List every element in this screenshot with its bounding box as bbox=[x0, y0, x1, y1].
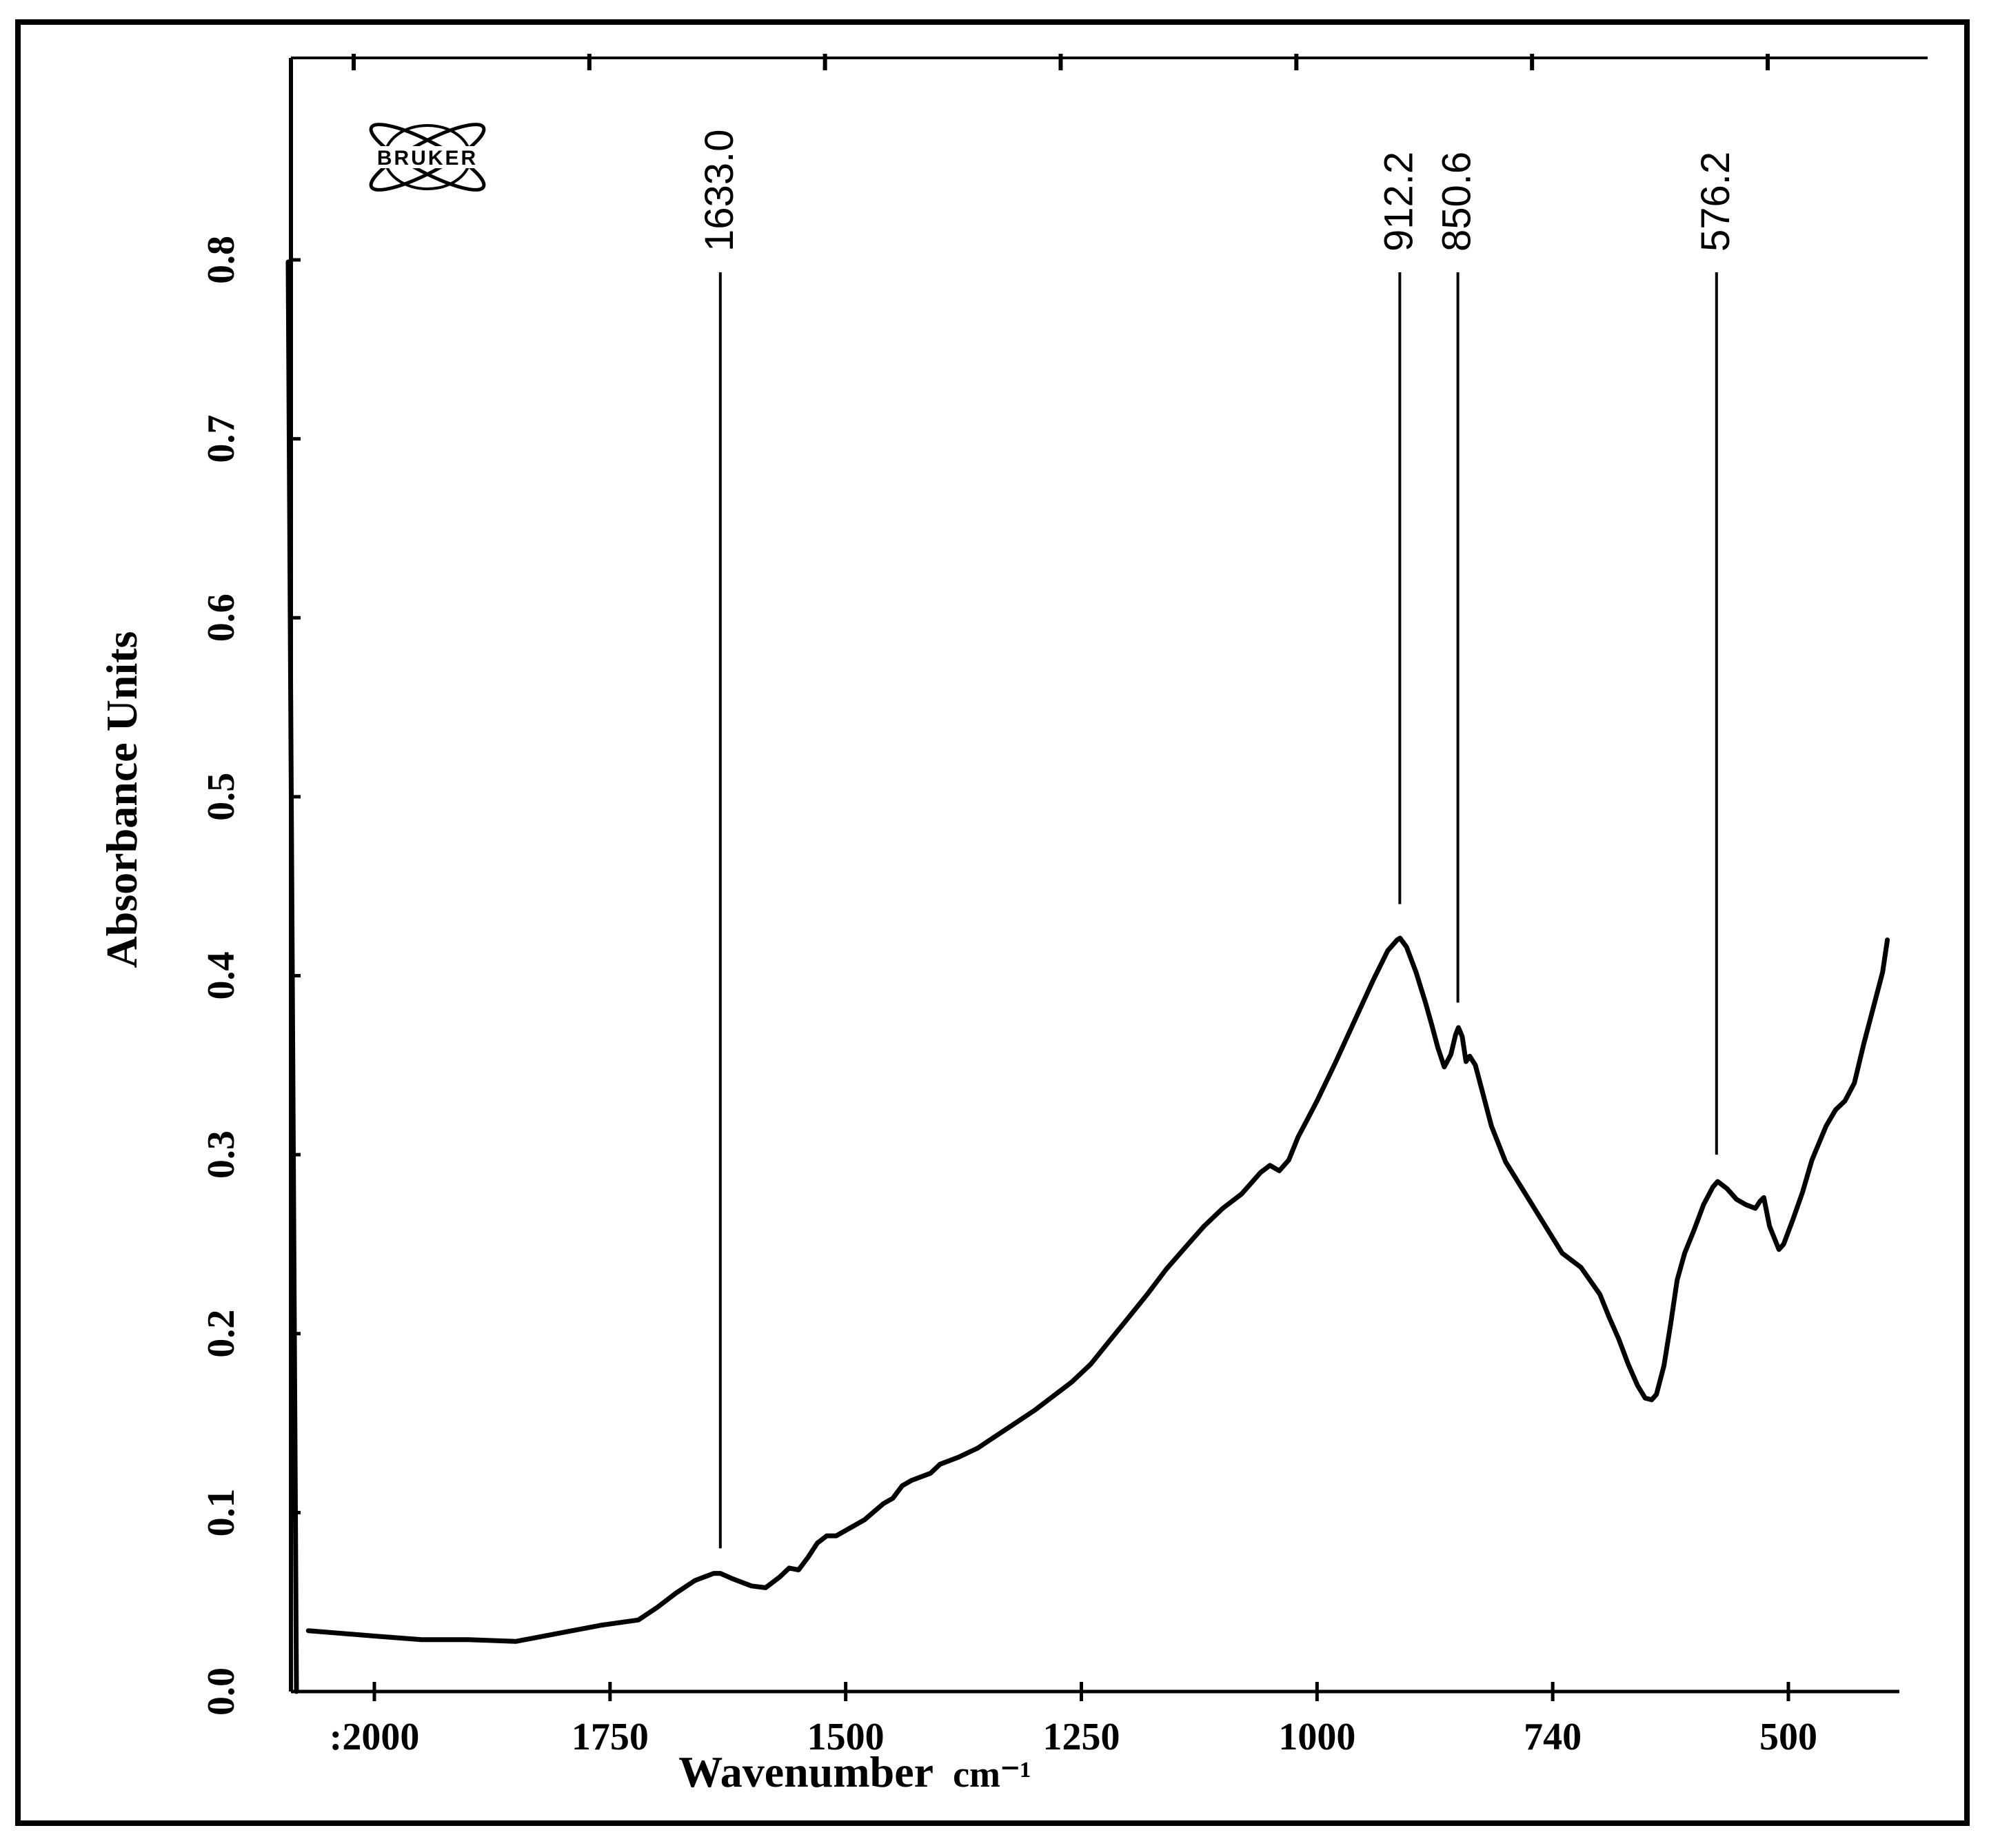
peak-label: 850.6 bbox=[1435, 152, 1480, 252]
x-tick-label: 740 bbox=[1524, 1716, 1582, 1758]
x-tick-label: :2000 bbox=[330, 1716, 420, 1758]
x-axis-title: Wavenumber cm⁻¹ bbox=[678, 1747, 1031, 1796]
y-tick-label: 0.1 bbox=[200, 1488, 243, 1536]
bruker-logo: BRUKER bbox=[343, 123, 512, 192]
y-tick-label: 0.7 bbox=[200, 415, 243, 463]
peak-label: 912.2 bbox=[1376, 152, 1421, 252]
x-tick-label: 1000 bbox=[1278, 1716, 1355, 1758]
x-tick-label: 500 bbox=[1759, 1716, 1817, 1758]
peak-label: 1633.0 bbox=[697, 130, 742, 252]
y-tick-label: 0.5 bbox=[200, 773, 243, 821]
x-tick-label: 1500 bbox=[807, 1716, 885, 1758]
y-tick-label: 0.0 bbox=[200, 1667, 243, 1716]
y-tick-label: 0.4 bbox=[200, 952, 243, 1000]
y-tick-label: 0.8 bbox=[200, 236, 243, 284]
x-axis-unit: cm⁻¹ bbox=[953, 1754, 1031, 1795]
spectrum-line bbox=[285, 259, 1890, 1694]
peak-label: 576.2 bbox=[1693, 152, 1738, 252]
y-tick-label: 0.6 bbox=[200, 593, 243, 642]
logo-text: BRUKER bbox=[377, 147, 478, 170]
y-tick-label: 0.2 bbox=[200, 1310, 243, 1358]
y-axis-ticks: 0.0 0.1 0.2 0.3 0.4 0.5 0.6 0.7 0.8 bbox=[200, 236, 301, 1716]
peak-annotations: 1633.0 912.2 850.6 576.2 bbox=[697, 130, 1738, 1549]
x-axis-title-text: Wavenumber bbox=[678, 1747, 933, 1796]
x-tick-label: 1750 bbox=[572, 1716, 649, 1758]
x-tick-label: 1250 bbox=[1043, 1716, 1120, 1758]
figure-frame bbox=[15, 19, 1970, 1826]
x-axis-ticks: :2000 1750 1500 1250 1000 740 500 bbox=[330, 54, 1817, 1758]
y-tick-label: 0.3 bbox=[200, 1130, 243, 1179]
y-axis-title: Absorbance Units bbox=[97, 631, 146, 968]
